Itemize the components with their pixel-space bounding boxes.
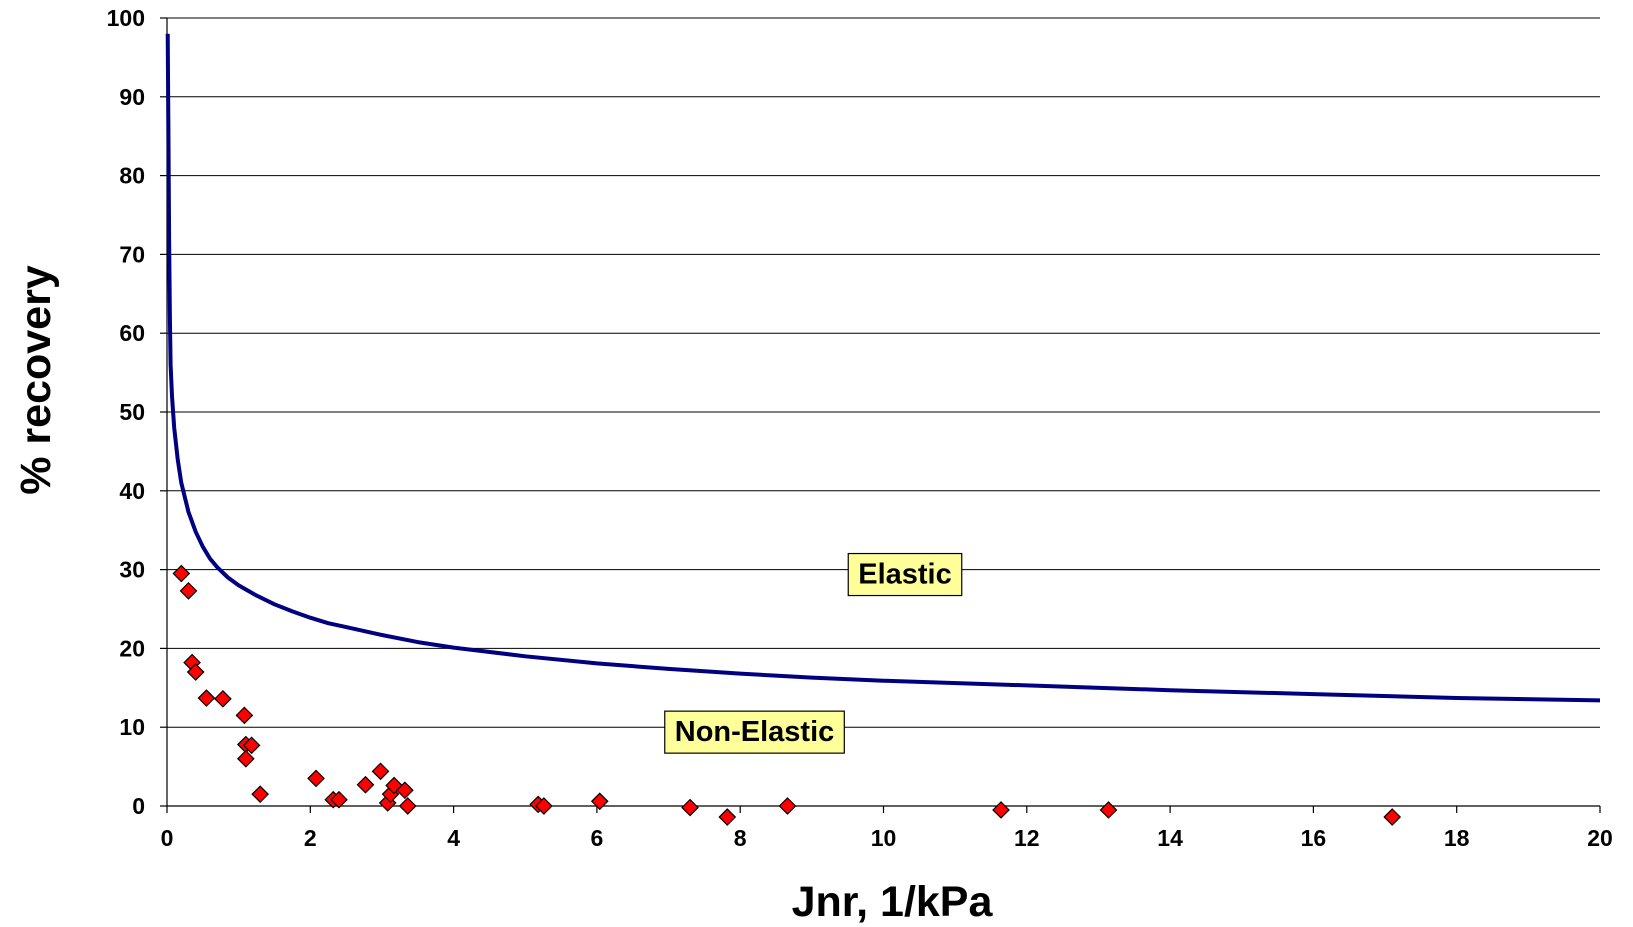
data-point — [778, 797, 797, 815]
data-point — [398, 797, 417, 815]
data-point — [535, 797, 553, 815]
y-tick-label: 70 — [119, 241, 145, 267]
x-axis-label: Jnr, 1/kPa — [792, 878, 994, 926]
data-point — [1099, 801, 1118, 819]
y-tick-label: 100 — [107, 5, 145, 31]
y-tick-label: 40 — [119, 478, 145, 504]
x-tick-label: 14 — [1157, 825, 1183, 851]
y-tick-label: 50 — [119, 399, 145, 425]
data-point — [242, 736, 261, 755]
data-point — [214, 689, 232, 708]
annotations: Elastic Non-Elastic — [664, 552, 963, 754]
grid-lines — [167, 17, 1600, 728]
y-tick-label: 0 — [132, 793, 145, 819]
data-point — [1383, 808, 1402, 826]
x-tick-label: 4 — [447, 825, 460, 851]
data-point — [330, 790, 348, 809]
y-tick-label: 20 — [119, 635, 145, 661]
region-label-box — [847, 552, 963, 597]
x-tick-label: 2 — [304, 825, 317, 851]
data-point — [307, 769, 325, 788]
data-point — [235, 706, 254, 725]
data-points — [172, 564, 1402, 826]
x-tick-label: 18 — [1444, 825, 1470, 851]
data-point — [186, 663, 205, 681]
region-label-text: Non-Elastic — [675, 716, 835, 748]
region-label-non-elastic: Non-Elastic — [664, 710, 845, 754]
data-point — [251, 785, 269, 804]
data-point — [179, 582, 198, 600]
region-label-elastic: Elastic — [847, 552, 963, 597]
x-tick-label: 0 — [161, 825, 174, 851]
x-tick-label: 20 — [1587, 825, 1613, 851]
x-tick-label: 8 — [734, 825, 747, 851]
x-tick-label: 10 — [871, 825, 897, 851]
data-point — [718, 808, 737, 826]
y-tick-label: 30 — [119, 557, 145, 583]
data-point — [172, 564, 191, 583]
y-tick-label: 60 — [119, 320, 145, 346]
data-point — [396, 781, 414, 800]
tick-labels: 0 10 20 30 40 50 60 70 80 90 100 0 2 4 6 8 10 12 14 16 18 20 — [107, 5, 1613, 851]
x-tick-label: 16 — [1301, 825, 1327, 851]
data-point — [371, 762, 390, 781]
data-point — [356, 775, 375, 794]
region-label-text: Elastic — [858, 559, 952, 591]
y-tick-label: 80 — [119, 163, 145, 189]
x-tick-label: 6 — [591, 825, 604, 851]
data-point — [681, 798, 699, 817]
tick-marks — [160, 17, 1601, 813]
data-point — [590, 792, 609, 811]
threshold-curve-line — [165, 33, 1601, 703]
y-tick-label: 90 — [119, 84, 145, 110]
data-point — [992, 801, 1010, 819]
data-point — [197, 689, 216, 707]
threshold-curve — [165, 33, 1601, 703]
region-label-box — [664, 710, 845, 754]
x-tick-label: 12 — [1014, 825, 1040, 851]
y-tick-label: 10 — [119, 714, 145, 740]
data-point — [236, 749, 255, 768]
y-axis-label: % recovery — [12, 265, 60, 495]
